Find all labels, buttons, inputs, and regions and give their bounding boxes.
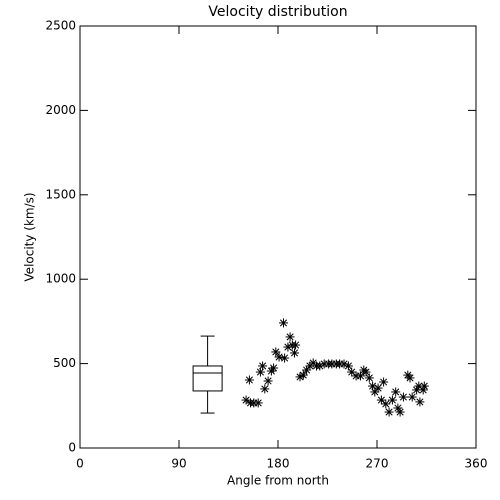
point (241, 395, 251, 405)
point (258, 361, 268, 371)
asterisk-stroke (272, 348, 280, 356)
point (419, 381, 429, 391)
point (290, 348, 299, 358)
asterisk-stroke (356, 372, 365, 380)
point (255, 367, 265, 377)
y-tick-label: 2500 (45, 19, 76, 33)
asterisk-stroke (388, 396, 396, 404)
asterisk-stroke (348, 368, 356, 376)
x-tick-label: 360 (465, 457, 488, 471)
asterisk-stroke (259, 362, 267, 370)
point (407, 392, 417, 402)
asterisk-stroke (281, 354, 289, 362)
asterisk-stroke (369, 382, 377, 390)
point (415, 397, 425, 407)
point (279, 318, 288, 328)
x-tick-label: 90 (171, 457, 186, 471)
asterisk-stroke (292, 341, 300, 349)
x-tick-label: 0 (76, 457, 84, 471)
y-tick-label: 1000 (45, 272, 76, 286)
asterisk-stroke (242, 396, 250, 404)
asterisk-stroke (396, 408, 404, 416)
asterisk-stroke (340, 360, 348, 368)
asterisk-stroke (380, 378, 388, 386)
point (269, 363, 279, 373)
point (398, 392, 408, 402)
asterisk-stroke (286, 333, 294, 341)
asterisk-stroke (415, 382, 423, 390)
point (384, 407, 394, 417)
asterisk-stroke (416, 398, 424, 406)
point (253, 398, 263, 408)
asterisk-stroke (377, 396, 385, 404)
asterisk-stroke (254, 399, 262, 407)
asterisk-stroke (406, 374, 414, 382)
chart-title: Velocity distribution (208, 4, 347, 20)
point (263, 376, 273, 386)
plot-frame (79, 25, 477, 449)
asterisk-stroke (408, 393, 416, 401)
asterisk-stroke (399, 393, 407, 401)
point (391, 387, 401, 397)
asterisk-stroke (264, 377, 272, 385)
point (395, 407, 405, 417)
asterisk-stroke (385, 408, 393, 416)
y-tick-label: 500 (53, 356, 76, 370)
asterisk-stroke (394, 404, 402, 412)
box (192, 365, 223, 392)
y-axis-label: Velocity (km/s) (23, 192, 37, 281)
asterisk-stroke (365, 374, 373, 382)
point (244, 375, 254, 385)
point (260, 384, 270, 394)
asterisk-stroke (382, 400, 390, 408)
y-tick-label: 1500 (45, 187, 76, 201)
asterisk-stroke (344, 362, 352, 370)
asterisk-stroke (245, 376, 253, 384)
asterisk-stroke (261, 385, 269, 393)
asterisk-stroke (420, 382, 428, 390)
asterisk-stroke (392, 388, 400, 396)
asterisk-stroke (279, 319, 288, 327)
asterisk-stroke (290, 349, 299, 357)
point (298, 370, 308, 380)
point (271, 347, 281, 357)
point (280, 353, 290, 363)
point (274, 352, 284, 362)
point (379, 377, 389, 387)
y-tick-label: 0 (68, 441, 76, 455)
asterisk-stroke (362, 368, 370, 376)
point (387, 395, 397, 405)
asterisk-stroke (299, 371, 307, 379)
x-tick-label: 270 (366, 457, 389, 471)
y-tick-label: 2000 (45, 103, 76, 117)
point (405, 373, 415, 383)
point (285, 332, 295, 342)
asterisk-stroke (275, 353, 283, 361)
asterisk-stroke (270, 364, 278, 372)
asterisk-stroke (303, 366, 311, 374)
point (364, 373, 374, 383)
asterisk-stroke (419, 386, 427, 394)
point (291, 340, 301, 350)
x-tick-label: 180 (267, 457, 290, 471)
asterisk-stroke (374, 384, 382, 392)
point (381, 399, 391, 409)
point (373, 383, 383, 393)
x-axis-label: Angle from north (227, 474, 329, 488)
